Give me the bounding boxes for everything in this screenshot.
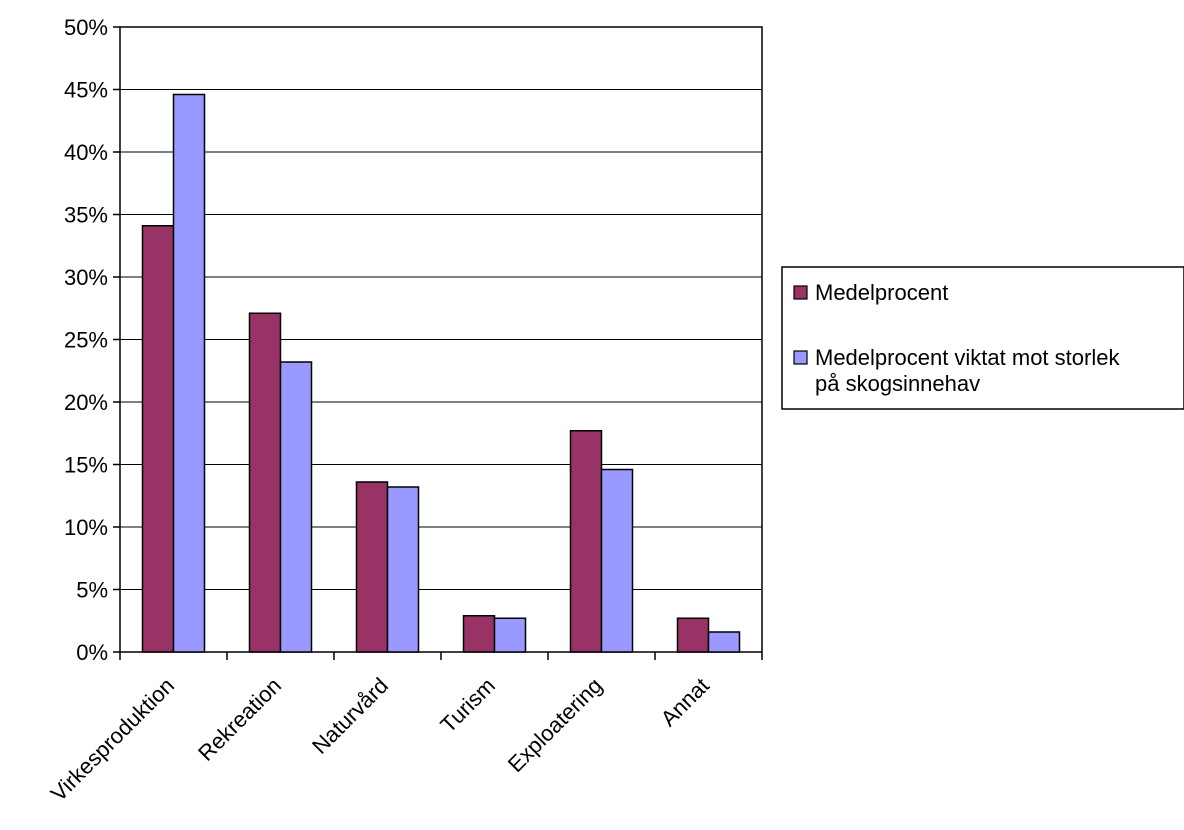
y-axis: 0% 5% 10% 15% 20% 25% 30% 35% 40% 45% 50% [64, 15, 120, 665]
x-category-label: Naturvård [307, 673, 393, 759]
bar-medelprocent-viktat-1 [279, 361, 313, 653]
legend-swatch-medelprocent-viktat [793, 350, 808, 365]
x-category-label: Virkesproduktion [46, 673, 179, 806]
bar-medelprocent-3 [462, 615, 496, 653]
y-tick-label: 40% [64, 140, 108, 165]
x-category-label: Turism [435, 673, 500, 738]
bar-medelprocent-viktat-4 [600, 468, 634, 653]
grid-lines [120, 89, 762, 590]
legend: Medelprocent Medelprocent viktat mot sto… [781, 266, 1184, 410]
x-category-label: Exploatering [503, 673, 607, 777]
x-category-label: Rekreation [193, 673, 286, 766]
y-tick-label: 10% [64, 515, 108, 540]
bar-medelprocent-viktat-0 [172, 93, 206, 653]
legend-label-medelprocent-viktat-line2: på skogsinnehav [815, 371, 980, 396]
y-tick-label: 30% [64, 265, 108, 290]
bar-medelprocent-4 [569, 430, 603, 653]
bar-medelprocent-2 [355, 481, 389, 653]
legend-label-medelprocent-viktat-line1: Medelprocent viktat mot storlek [815, 345, 1120, 370]
bar-medelprocent-viktat-2 [386, 486, 420, 653]
bar-medelprocent-viktat-5 [707, 631, 741, 653]
bar-medelprocent-5 [676, 617, 710, 653]
bars [141, 93, 741, 653]
y-tick-label: 50% [64, 15, 108, 40]
y-tick-label: 5% [76, 578, 108, 603]
x-category-label: Annat [656, 673, 714, 731]
y-tick-label: 35% [64, 203, 108, 228]
y-tick-label: 25% [64, 328, 108, 353]
legend-swatch-medelprocent [793, 285, 808, 300]
bar-medelprocent-viktat-3 [493, 617, 527, 653]
legend-box [781, 266, 1184, 410]
y-tick-label: 15% [64, 453, 108, 478]
x-axis: Virkesproduktion Rekreation Naturvård Turis… [46, 652, 763, 806]
y-tick-label: 0% [76, 640, 108, 665]
y-tick-label: 20% [64, 390, 108, 415]
y-tick-label: 45% [64, 78, 108, 103]
bar-medelprocent-1 [248, 312, 282, 653]
legend-label-medelprocent: Medelprocent [815, 280, 948, 305]
bar-medelprocent-0 [141, 225, 175, 653]
